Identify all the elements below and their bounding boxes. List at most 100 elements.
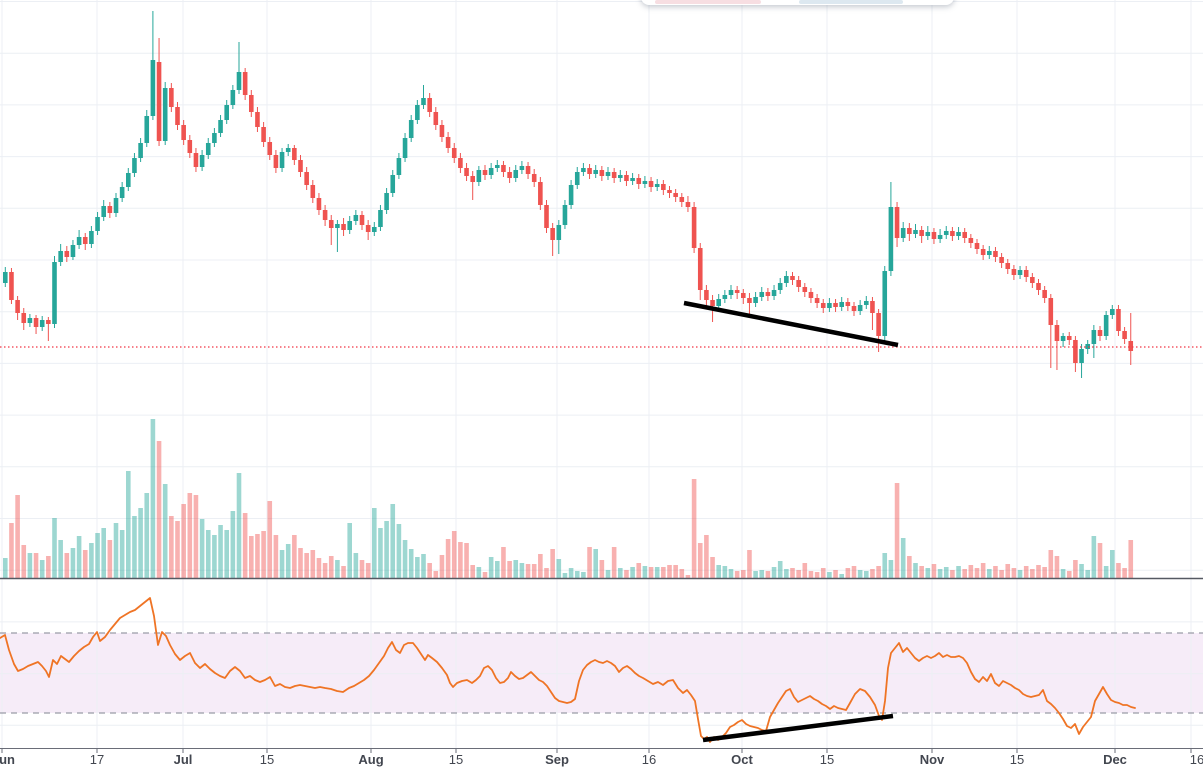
candle-body — [212, 133, 217, 143]
volume-bar — [316, 558, 322, 578]
axis-label: Jul — [174, 752, 193, 767]
candle-body — [439, 125, 445, 137]
volume-bar — [33, 553, 39, 578]
volume-bar — [15, 495, 20, 578]
volume-bar — [451, 531, 457, 578]
volume-bar — [372, 508, 377, 578]
axis-label: Aug — [358, 752, 383, 767]
volume-bar — [814, 572, 820, 578]
volume-bar — [654, 567, 660, 578]
candle-body — [335, 224, 340, 228]
grid-lines — [0, 0, 1203, 749]
candle-body — [833, 303, 838, 307]
volume-bar — [765, 571, 771, 578]
candle-body — [987, 251, 992, 255]
candle-body — [796, 280, 801, 287]
volume-bar — [722, 566, 728, 578]
candle-body — [673, 193, 678, 197]
candle-body — [415, 105, 420, 120]
volume-bar — [470, 565, 475, 578]
axis-label: Oct — [731, 752, 753, 767]
volume-bar — [255, 534, 260, 578]
candle-body — [119, 187, 125, 198]
candle-body — [839, 302, 844, 307]
volume-bar — [1023, 566, 1029, 578]
floating-drawing-toolbar[interactable] — [641, 0, 954, 5]
volume-bar — [630, 567, 635, 578]
volume-bar — [402, 540, 408, 578]
volume-bar — [39, 560, 45, 578]
candle-body — [107, 206, 113, 213]
axis-label: Nov — [920, 752, 945, 767]
volume-bar — [710, 557, 715, 578]
candle-body — [593, 170, 598, 174]
volume-bar — [796, 570, 801, 578]
volume-bar — [599, 560, 605, 578]
volume-bar — [242, 513, 248, 578]
candle-body — [402, 138, 408, 158]
candle-body — [716, 299, 721, 306]
volume-bar — [741, 570, 746, 578]
time-axis[interactable]: un 17 Jul 15 Aug 15 Sep 16 Oct 15 Nov 15 Dec 16 — [0, 748, 1203, 768]
candle-body — [980, 249, 986, 255]
volume-bar — [1116, 563, 1121, 578]
candle-body — [70, 245, 76, 257]
candle-body — [574, 172, 580, 185]
volume-bar — [673, 565, 678, 578]
volume-bar — [980, 563, 986, 578]
volume-bar — [562, 573, 568, 578]
candle-body — [95, 217, 100, 231]
volume-bar — [476, 567, 482, 578]
candle-body — [156, 62, 162, 141]
volume-bar — [187, 493, 193, 578]
candle-body — [279, 152, 285, 168]
candle-body — [482, 170, 488, 175]
rsi-trendline[interactable] — [702, 713, 894, 743]
candle-body — [950, 231, 955, 236]
volume-bar — [224, 530, 229, 578]
volume-bar — [679, 569, 685, 578]
candle-body — [1017, 270, 1023, 275]
volume-bar — [341, 566, 346, 578]
candle-body — [697, 248, 703, 290]
volume-bar — [913, 563, 918, 578]
volume-bar — [285, 544, 291, 578]
price-trendline[interactable] — [683, 300, 899, 348]
volume-bar — [27, 553, 33, 578]
volume-bar — [820, 568, 826, 578]
volume-bar — [58, 540, 63, 578]
volume-bar — [925, 568, 931, 578]
candle-body — [568, 185, 574, 205]
volume-bar — [101, 528, 106, 578]
volume-bar — [605, 570, 611, 578]
volume-bar — [864, 571, 869, 578]
volume-bar — [568, 568, 574, 578]
volume-bar — [513, 560, 519, 578]
candle-body — [1122, 331, 1127, 339]
volume-bar — [132, 516, 137, 578]
candle-body — [328, 220, 334, 228]
axis-label: Sep — [545, 752, 569, 767]
candle-body — [1042, 290, 1047, 298]
pink-hint[interactable] — [655, 0, 761, 4]
candle-body — [464, 168, 469, 176]
candle-body — [169, 88, 174, 107]
candle-body — [347, 221, 352, 230]
candle-body — [993, 251, 998, 257]
candle-body — [790, 276, 795, 280]
candle-body — [827, 303, 832, 308]
volume-bar — [76, 536, 82, 578]
candle-body — [298, 160, 303, 172]
candle-body — [427, 98, 432, 112]
volume-bar — [611, 547, 617, 578]
candle-body — [218, 120, 223, 133]
volume-bar — [999, 570, 1004, 578]
volume-bar — [408, 549, 414, 578]
candle-body — [531, 174, 537, 182]
blue-hint[interactable] — [799, 0, 903, 4]
candle-body — [150, 60, 156, 116]
volume-bar — [839, 574, 844, 578]
volume-bar — [956, 566, 961, 578]
trendlines[interactable] — [683, 300, 899, 743]
